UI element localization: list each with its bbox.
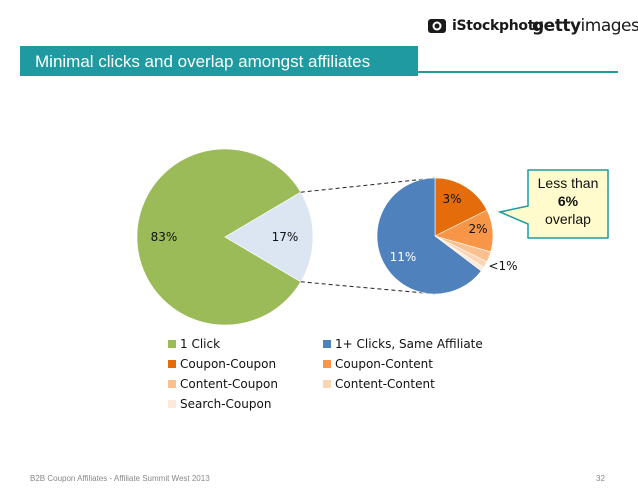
legend-item-coupon-content: Coupon-Content [323, 357, 433, 371]
breakdown-pie: 11% 3% 2% <1% [376, 177, 518, 295]
breakdown-slice-1-clicks-same-affiliate [376, 177, 482, 295]
gettyimages-logo-regular: images [580, 16, 638, 36]
bar-of-pie-chart: 83% 17% 11% 3% 2% <1% Less than 6% overlap [136, 148, 609, 326]
breakdown-slice-coupon-coupon [434, 177, 488, 237]
legend-label: Search-Coupon [180, 397, 272, 411]
legend-item-search-coupon: Search-Coupon [168, 397, 271, 411]
legend-label: Coupon-Content [335, 357, 433, 371]
legend-swatch [168, 380, 176, 388]
legend-swatch [323, 340, 331, 348]
legend-label: 1+ Clicks, Same Affiliate [335, 337, 483, 351]
legend-swatch [168, 400, 176, 408]
istockphoto-mark-icon [428, 19, 446, 33]
legend-item-content-coupon: Content-Coupon [168, 377, 278, 391]
legend-label: Coupon-Coupon [180, 357, 277, 371]
callout-line-3: overlap [545, 211, 591, 227]
legend-label: Content-Content [335, 377, 435, 391]
main-pie-slice-multiple-clicks [224, 191, 314, 283]
pie-connector-lines [300, 177, 436, 295]
connector-bottom [300, 281, 436, 295]
main-pie-label-multiple-clicks: 17% [272, 230, 299, 244]
legend-label: Content-Coupon [180, 377, 278, 391]
callout-box [497, 169, 609, 239]
istockphoto-logo: iStockphoto [426, 12, 544, 40]
legend-label: 1 Click [180, 337, 221, 351]
legend-swatch [168, 360, 176, 368]
main-pie: 83% 17% [136, 148, 314, 326]
gettyimages-logo: getty images [532, 12, 638, 40]
legend-item-1-click: 1 Click [168, 337, 220, 351]
callout-line-2: 6% [558, 193, 579, 209]
breakdown-label-1-clicks-same-affiliate: 11% [390, 250, 417, 264]
breakdown-label-coupon-coupon: 3% [442, 192, 461, 206]
breakdown-label-coupon-content: 2% [468, 222, 487, 236]
overlap-callout: Less than 6% overlap [497, 169, 609, 239]
legend-swatch [168, 340, 176, 348]
legend-item-coupon-coupon: Coupon-Coupon [168, 357, 276, 371]
legend-swatch [323, 360, 331, 368]
gettyimages-logo-bold: getty [532, 16, 581, 36]
legend-item-1-clicks-same-affiliate: 1+ Clicks, Same Affiliate [323, 337, 483, 351]
footer-text: B2B Coupon Affiliates - Affiliate Summit… [30, 474, 210, 483]
page-number: 32 [596, 474, 605, 483]
connector-top [300, 177, 436, 193]
main-pie-label-1-click: 83% [151, 230, 178, 244]
slide-title: Minimal clicks and overlap amongst affil… [35, 52, 371, 71]
breakdown-label-content-coupon: <1% [488, 259, 517, 273]
legend-swatch [323, 380, 331, 388]
main-pie-slice-1-click [136, 148, 302, 326]
legend-item-content-content: Content-Content [323, 377, 435, 391]
callout-line-1: Less than [538, 175, 599, 191]
title-rule [20, 71, 618, 73]
istockphoto-logo-text: iStockphoto [452, 18, 544, 34]
